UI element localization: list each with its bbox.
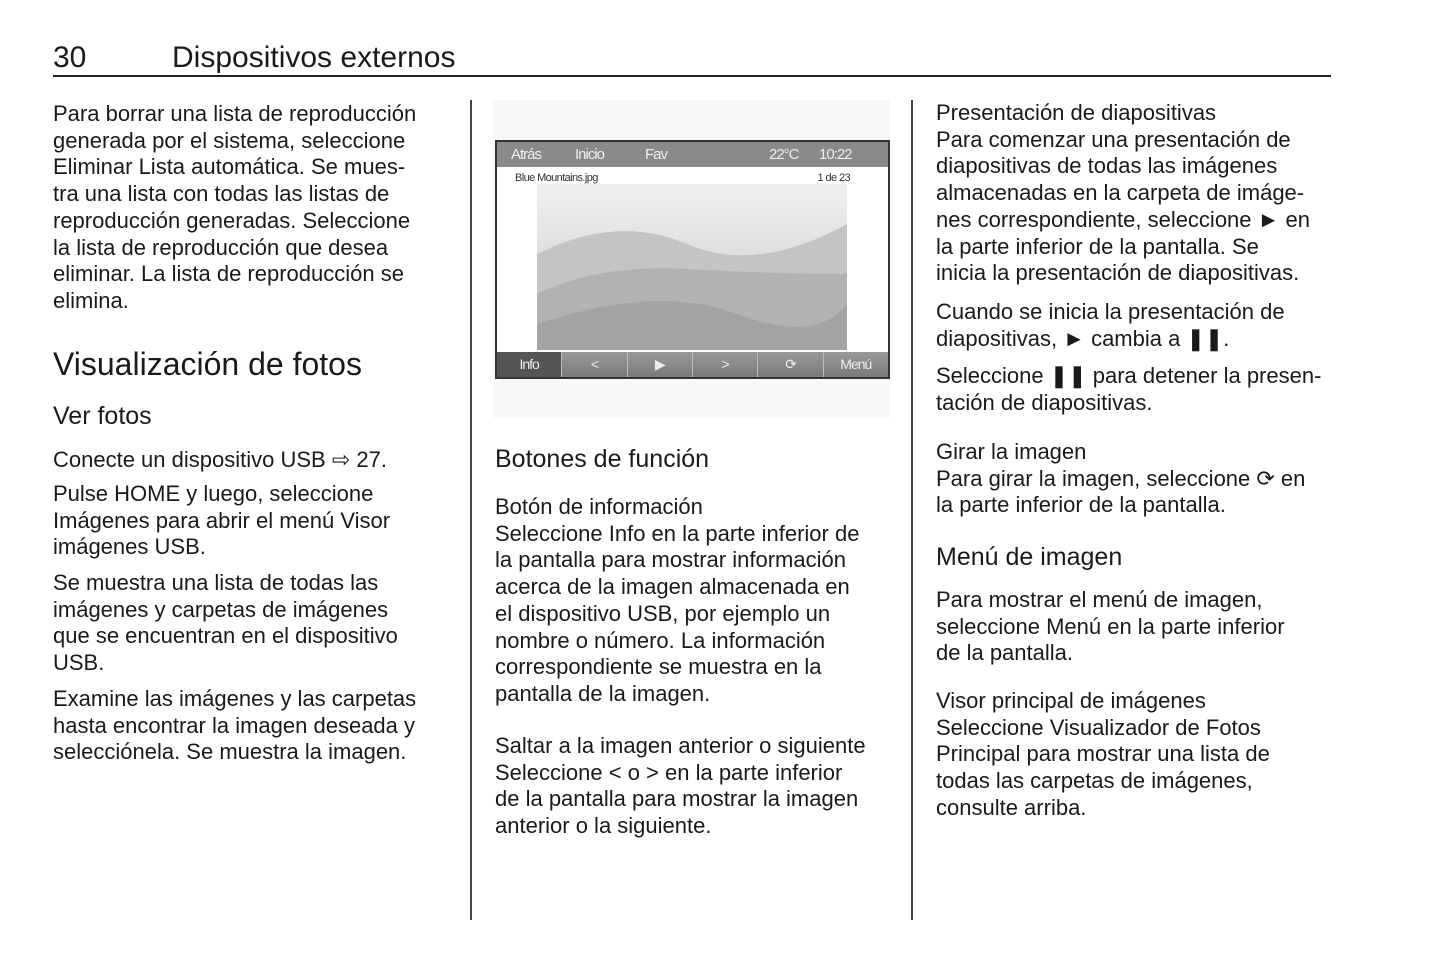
paragraph: Botón de información Seleccione Info en … xyxy=(495,494,860,706)
back-button: Atrás xyxy=(511,146,542,163)
paragraph: Presentación de diapositivas Para comenz… xyxy=(936,100,1310,286)
page-title: Dispositivos externos xyxy=(172,41,456,74)
paragraph: Girar la imagen Para girar la imagen, se… xyxy=(936,439,1306,518)
paragraph: Pulse HOME y luego, seleccione Imágenes … xyxy=(53,481,391,560)
top-bar: Atrás Inicio Fav 22°C 10:22 xyxy=(497,142,888,167)
next-button: > xyxy=(691,352,757,377)
column-divider xyxy=(911,100,913,920)
info-button: Info xyxy=(497,352,562,377)
paragraph: Se muestra una lista de todas las imágen… xyxy=(53,570,398,676)
paragraph: Examine las imágenes y las carpetas hast… xyxy=(53,686,417,765)
clock: 10:22 xyxy=(819,146,853,163)
temperature: 22°C xyxy=(769,146,799,163)
paragraph: Cuando se inicia la presentación de diap… xyxy=(936,299,1285,351)
section-heading: Botones de función xyxy=(495,445,710,473)
infotainment-screen: Atrás Inicio Fav 22°C 10:22 Blue Mountai… xyxy=(495,140,890,379)
column-divider xyxy=(470,100,472,920)
paragraph: Saltar a la imagen anterior o siguiente … xyxy=(495,733,866,839)
paragraph: Para mostrar el menú de imagen, seleccio… xyxy=(936,587,1285,666)
section-heading: Menú de imagen xyxy=(936,543,1123,571)
menu-button: Menú xyxy=(822,352,888,377)
paragraph: Visor principal de imágenes Seleccione V… xyxy=(936,688,1270,820)
screen-figure: Atrás Inicio Fav 22°C 10:22 Blue Mountai… xyxy=(493,100,890,418)
fav-button: Fav xyxy=(645,146,668,163)
paragraph: Para borrar una lista de reproducción ge… xyxy=(53,101,417,313)
bottom-bar: Info < ▶ > ⟳ Menú xyxy=(497,352,888,377)
home-button: Inicio xyxy=(575,146,605,163)
previous-button: < xyxy=(561,352,626,377)
play-button: ▶ xyxy=(626,352,692,377)
image-counter: 1 de 23 xyxy=(817,172,850,184)
paragraph: Seleccione ❚❚ para detener la presen- ta… xyxy=(936,363,1322,415)
paragraph: Conecte un dispositivo USB ⇨ 27. xyxy=(53,447,387,472)
file-name: Blue Mountains.jpg xyxy=(515,172,598,184)
rotate-icon: ⟳ xyxy=(757,352,822,377)
section-heading: Visualización de fotos xyxy=(53,346,362,382)
subheading: Ver fotos xyxy=(53,402,152,430)
mountain-photo xyxy=(537,184,847,350)
header-rule xyxy=(53,75,1331,77)
page-number: 30 xyxy=(53,41,87,74)
